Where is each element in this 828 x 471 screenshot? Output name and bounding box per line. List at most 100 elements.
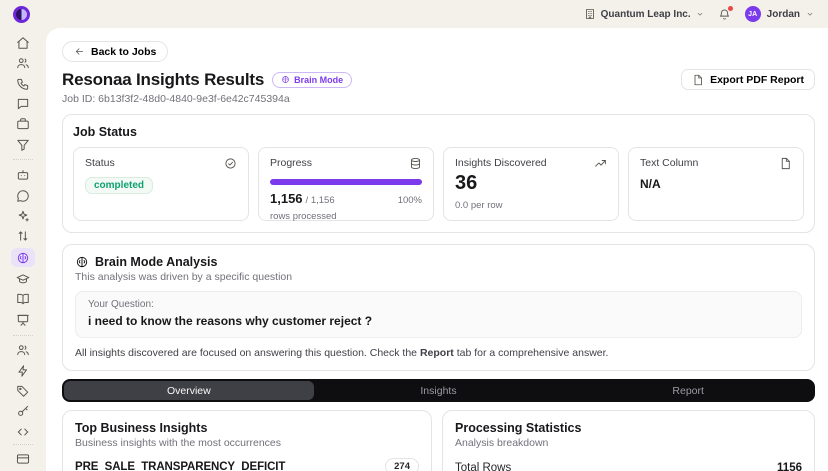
list-item: PRE_SALE_TRANSPARENCY_DEFICIT 274 Custom…	[75, 458, 419, 471]
sidebar-item-api-keys[interactable]	[11, 403, 35, 420]
graduation-cap-icon	[16, 274, 30, 284]
tag-icon	[17, 385, 29, 397]
key-icon	[18, 406, 29, 417]
insights-panel-subtitle: Business insights with the most occurren…	[75, 437, 282, 449]
zap-icon	[18, 364, 27, 377]
sidebar-item-pipelines[interactable]	[11, 228, 35, 245]
job-id: Job ID: 6b13f3f2-48d0-4840-9e3f-6e42c745…	[62, 93, 290, 105]
sidebar-item-messages[interactable]	[11, 95, 35, 112]
insights-label: Insights Discovered	[455, 157, 547, 169]
building-icon	[585, 9, 594, 19]
tab-report[interactable]: Report	[672, 384, 704, 397]
book-open-icon	[17, 294, 29, 305]
export-pdf-label: Export PDF Report	[710, 73, 804, 86]
brain-mode-title: Brain Mode Analysis	[95, 255, 218, 269]
sidebar-item-presentations[interactable]	[11, 311, 35, 328]
sidebar	[0, 28, 46, 471]
users-icon	[17, 58, 29, 69]
tab-insights[interactable]: Insights	[420, 384, 457, 397]
brain-icon	[76, 256, 88, 268]
results-tabs: Overview Insights Report	[62, 379, 815, 402]
sidebar-item-calls[interactable]	[11, 75, 35, 92]
export-pdf-button[interactable]: Export PDF Report	[681, 69, 815, 90]
sidebar-item-automation[interactable]	[11, 166, 35, 183]
tab-overview[interactable]: Overview	[64, 381, 314, 400]
insights-discovered-card: Insights Discovered 36 0.0 per row	[443, 147, 619, 221]
job-status-card: Job Status Status completed Progress	[62, 114, 815, 233]
user-menu[interactable]: JA Jordan	[744, 6, 814, 22]
brain-mode-analysis-card: Brain Mode Analysis This analysis was dr…	[62, 244, 815, 371]
page-title: Resonaa Insights Results	[62, 69, 265, 89]
org-switcher[interactable]: Quantum Leap Inc.	[584, 8, 704, 20]
notification-dot	[727, 5, 733, 11]
chevron-down-icon	[807, 12, 813, 16]
arrow-left-icon	[75, 48, 84, 55]
user-name: Jordan	[766, 8, 800, 20]
status-card: Status completed	[73, 147, 249, 221]
progress-percent: 100%	[397, 195, 422, 206]
progress-card: Progress 1,156 / 1,156 100% rows process…	[258, 147, 434, 222]
sidebar-divider	[13, 443, 33, 445]
status-label: Status	[85, 157, 115, 169]
stat-row-value: 1156	[777, 462, 802, 471]
stats-panel-subtitle: Analysis breakdown	[455, 437, 549, 449]
message-square-icon	[17, 98, 29, 110]
brain-mode-badge-label: Brain Mode	[294, 74, 344, 85]
arrows-up-down-icon	[18, 231, 28, 241]
sidebar-item-tags[interactable]	[11, 382, 35, 399]
database-icon	[410, 158, 421, 169]
processing-statistics-panel: Processing Statistics Analysis breakdown…	[442, 410, 815, 471]
table-row: Total Rows 1156	[455, 462, 802, 471]
notifications-button[interactable]	[718, 5, 733, 21]
presentation-icon	[17, 314, 29, 326]
sidebar-item-ai[interactable]	[11, 207, 35, 224]
stats-panel-title: Processing Statistics	[455, 421, 582, 435]
insight-count-badge: 274	[385, 458, 419, 471]
progress-bar	[270, 179, 422, 185]
bell-icon	[719, 9, 729, 20]
sidebar-divider	[13, 334, 33, 336]
sidebar-item-training[interactable]	[11, 270, 35, 287]
sidebar-item-filters[interactable]	[11, 136, 35, 153]
resonaa-logo	[13, 5, 30, 23]
avatar: JA	[744, 6, 761, 22]
brain-mode-badge: Brain Mode	[272, 71, 353, 88]
insights-count: 36	[455, 172, 478, 194]
sidebar-item-home[interactable]	[11, 34, 35, 51]
check-circle-icon	[225, 158, 236, 169]
message-circle-icon	[17, 189, 29, 202]
progress-caption: rows processed	[270, 211, 337, 222]
main-content: Back to Jobs Resonaa Insights Results Br…	[46, 28, 828, 471]
sidebar-item-integrations[interactable]	[11, 362, 35, 379]
bot-icon	[17, 170, 29, 180]
sidebar-item-chat[interactable]	[11, 187, 35, 204]
sidebar-item-billing[interactable]	[11, 451, 35, 468]
back-button-label: Back to Jobs	[91, 45, 157, 58]
sidebar-item-team[interactable]	[11, 342, 35, 359]
back-to-jobs-button[interactable]: Back to Jobs	[62, 41, 169, 62]
sidebar-divider	[13, 159, 33, 161]
top-business-insights-panel: Top Business Insights Business insights …	[62, 410, 432, 471]
file-icon	[781, 157, 790, 170]
question-box: Your Question: i need to know the reason…	[75, 291, 802, 338]
credit-card-icon	[16, 454, 30, 464]
sidebar-item-developer[interactable]	[11, 423, 35, 440]
file-text-icon	[694, 74, 703, 85]
text-column-card: Text Column N/A	[628, 147, 804, 221]
sidebar-item-jobs[interactable]	[11, 116, 35, 133]
brain-mode-subtitle: This analysis was driven by a specific q…	[75, 271, 293, 283]
insights-panel-title: Top Business Insights	[75, 421, 208, 435]
insight-name: PRE_SALE_TRANSPARENCY_DEFICIT	[75, 460, 286, 471]
sidebar-item-library[interactable]	[11, 291, 35, 308]
chevron-down-icon	[697, 12, 702, 16]
status-badge: completed	[85, 177, 154, 194]
brain-icon	[17, 252, 29, 263]
org-name: Quantum Leap Inc.	[600, 8, 691, 20]
brain-mode-note: All insights discovered are focused on a…	[75, 347, 802, 359]
progress-current: 1,156	[270, 191, 303, 206]
code-icon	[17, 428, 29, 436]
sidebar-item-contacts[interactable]	[11, 54, 35, 71]
note-text: tab for a comprehensive answer.	[453, 347, 609, 359]
sidebar-item-brain-insights[interactable]	[11, 248, 35, 268]
team-icon	[17, 345, 29, 356]
